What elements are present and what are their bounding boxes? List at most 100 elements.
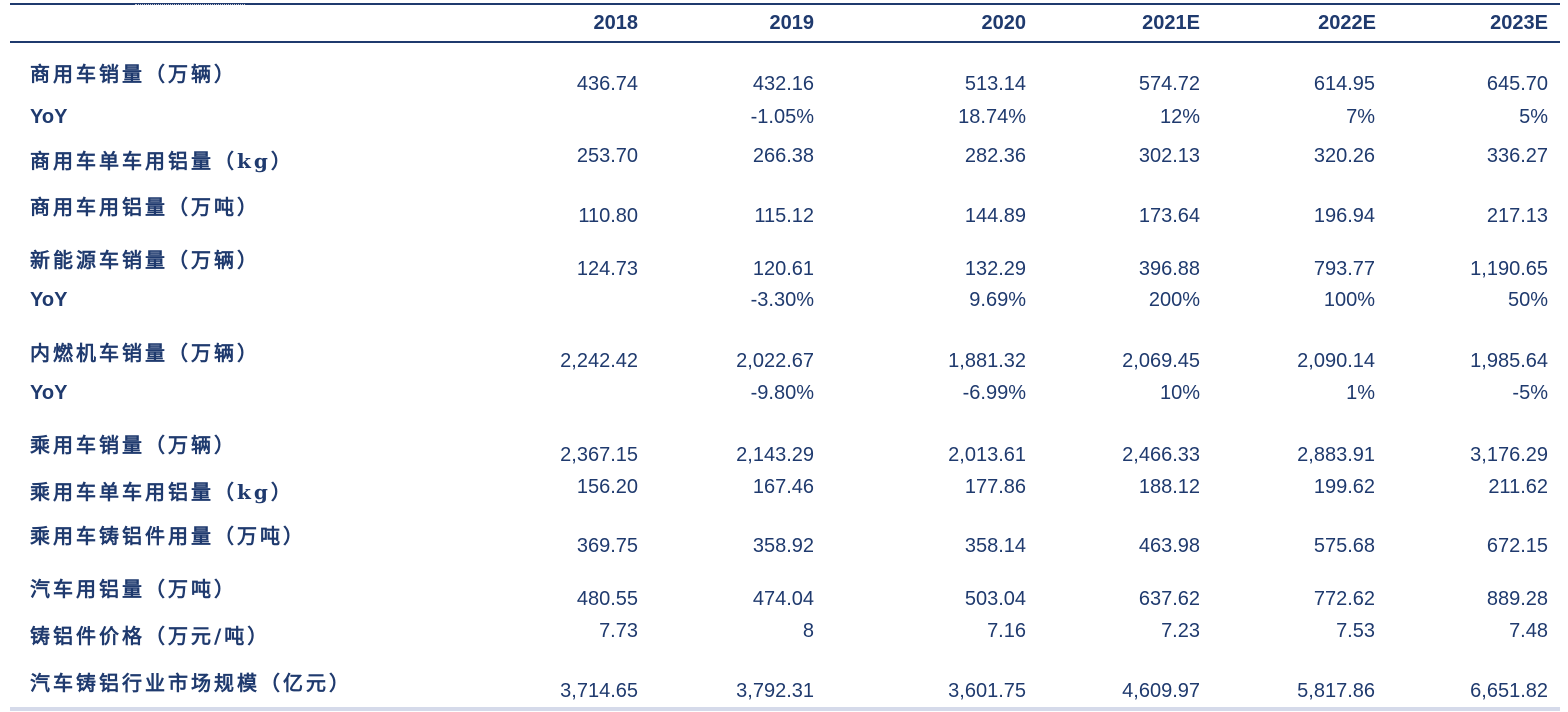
cell-value: 199.62 — [1313, 476, 1375, 498]
cell-value: -5% — [1512, 382, 1548, 404]
table-row: 铸铝件价格（万元/吨） 7.73 8 7.16 7.23 7.53 7.48 — [0, 0, 1568, 648]
cell-value: 173.64 — [1138, 205, 1200, 227]
cell-value: -6.99% — [962, 382, 1026, 404]
cell-value: 575.68 — [1313, 535, 1375, 557]
cell-value: 5% — [1519, 106, 1548, 128]
cell-value: 18.74% — [958, 106, 1026, 128]
cell-value: 2,143.29 — [736, 444, 814, 466]
cell-value: 2,466.33 — [1122, 444, 1200, 466]
cell-value: 100% — [1323, 289, 1375, 311]
table-row: 乘用车销量（万辆） 2,367.15 2,143.29 2,013.61 2,466.3… — [0, 0, 1568, 466]
cell-value: 9.69% — [969, 289, 1026, 311]
cell-value: 396.88 — [1138, 258, 1200, 280]
cell-value: 12% — [1159, 106, 1200, 128]
header-year-2020: 2020 — [981, 12, 1027, 34]
cell-value: 320.26 — [1313, 145, 1375, 167]
row-label: 商用车销量（万辆） — [30, 62, 237, 86]
row-label: 新能源车销量（万辆） — [30, 248, 260, 272]
cell-value: 120.61 — [752, 258, 814, 280]
cell-value: 188.12 — [1138, 476, 1200, 498]
table-row: 内燃机车销量（万辆） 2,242.42 2,022.67 1,881.32 2,069.… — [0, 0, 1568, 372]
cell-value: 7.73 — [599, 620, 638, 642]
cell-value: 177.86 — [964, 476, 1026, 498]
row-label: YoY — [30, 106, 68, 128]
cell-value: 1,985.64 — [1470, 350, 1548, 372]
top-rule — [10, 3, 1560, 5]
cell-value: 793.77 — [1313, 258, 1375, 280]
cell-value: 110.80 — [578, 205, 638, 227]
cell-value: 156.20 — [576, 476, 638, 498]
table-row: YoY -3.30% 9.69% 200% 100% 50% — [0, 0, 1568, 311]
cell-value: 302.13 — [1138, 145, 1200, 167]
table-row: 乘用车铸铝件用量（万吨） 369.75 358.92 358.14 463.98 575.… — [0, 0, 1568, 557]
cell-value: 8 — [802, 620, 814, 642]
cell-value: 436.74 — [576, 73, 638, 95]
cell-value: 2,022.67 — [736, 350, 814, 372]
cell-value: 7% — [1346, 106, 1375, 128]
table-row: 汽车用铝量（万吨） 480.55 474.04 503.04 637.62 772.62 8… — [0, 0, 1568, 610]
table-row: 商用车用铝量（万吨） 110.80 115.12 144.89 173.64 196.94… — [0, 0, 1568, 227]
row-label: 汽车用铝量（万吨） — [30, 577, 237, 601]
row-label: 商用车用铝量（万吨） — [30, 195, 260, 219]
cell-value: 124.73 — [576, 258, 638, 280]
cell-value: 7.53 — [1336, 620, 1375, 642]
header-year-2018: 2018 — [593, 12, 639, 34]
cell-value: 167.46 — [752, 476, 814, 498]
cell-value: 574.72 — [1138, 73, 1200, 95]
bottom-rule — [10, 707, 1560, 711]
table-row: 商用车单车用铝量（kg） 253.70 266.38 282.36 302.13 320.… — [0, 0, 1568, 173]
cell-value: 282.36 — [964, 145, 1026, 167]
cell-value: 614.95 — [1313, 73, 1375, 95]
cell-value: 217.13 — [1486, 205, 1548, 227]
top-dotted-mark — [135, 0, 245, 5]
cell-value: 474.04 — [752, 588, 814, 610]
cell-value: 211.62 — [1488, 476, 1548, 498]
cell-value: 2,883.91 — [1297, 444, 1375, 466]
cell-value: 2,013.61 — [948, 444, 1026, 466]
table-row: YoY -9.80% -6.99% 10% 1% -5% — [0, 0, 1568, 404]
cell-value: 645.70 — [1486, 73, 1548, 95]
row-label: 铸铝件价格（万元/吨） — [30, 624, 271, 648]
cell-value: 7.16 — [987, 620, 1026, 642]
cell-value: 672.15 — [1486, 535, 1548, 557]
cell-value: 3,601.75 — [948, 680, 1026, 702]
cell-value: 7.48 — [1509, 620, 1548, 642]
cell-value: 50% — [1507, 289, 1548, 311]
cell-value: 1,190.65 — [1470, 258, 1548, 280]
cell-value: 772.62 — [1313, 588, 1375, 610]
header-year-2023e: 2023E — [1490, 12, 1548, 34]
table-row: 商用车销量（万辆） 436.74 432.16 513.14 574.72 614.95 6… — [0, 0, 1568, 95]
cell-value: 5,817.86 — [1297, 680, 1375, 702]
cell-value: 463.98 — [1138, 535, 1200, 557]
row-label: YoY — [30, 289, 68, 311]
cell-value: 3,176.29 — [1470, 444, 1548, 466]
row-label: 乘用车铸铝件用量（万吨） — [30, 524, 306, 548]
header-year-2019: 2019 — [769, 12, 815, 34]
cell-value: 2,090.14 — [1297, 350, 1375, 372]
cell-value: 369.75 — [576, 535, 638, 557]
cell-value: -9.80% — [750, 382, 814, 404]
table-row: YoY -1.05% 18.74% 12% 7% 5% — [0, 0, 1568, 128]
header-year-2022e: 2022E — [1318, 12, 1376, 34]
cell-value: 1,881.32 — [948, 350, 1026, 372]
cell-value: 253.70 — [576, 145, 638, 167]
cell-value: 132.29 — [964, 258, 1026, 280]
cell-value: 10% — [1159, 382, 1200, 404]
table-row: 新能源车销量（万辆） 124.73 120.61 132.29 396.88 793.77… — [0, 0, 1568, 280]
cell-value: -3.30% — [750, 289, 814, 311]
cell-value: 2,242.42 — [560, 350, 638, 372]
cell-value: 432.16 — [752, 73, 814, 95]
cell-value: 7.23 — [1161, 620, 1200, 642]
cell-value: 889.28 — [1486, 588, 1548, 610]
cell-value: 2,367.15 — [560, 444, 638, 466]
table-row: 乘用车单车用铝量（kg） 156.20 167.46 177.86 188.12 199.… — [0, 0, 1568, 504]
cell-value: 115.12 — [754, 205, 814, 227]
cell-value: 3,714.65 — [560, 680, 638, 702]
cell-value: 336.27 — [1486, 145, 1548, 167]
cell-value: 513.14 — [964, 73, 1026, 95]
cell-value: 196.94 — [1313, 205, 1375, 227]
row-label: 内燃机车销量（万辆） — [30, 341, 260, 365]
cell-value: 1% — [1346, 382, 1375, 404]
cell-value: 200% — [1148, 289, 1200, 311]
cell-value: 266.38 — [752, 145, 814, 167]
